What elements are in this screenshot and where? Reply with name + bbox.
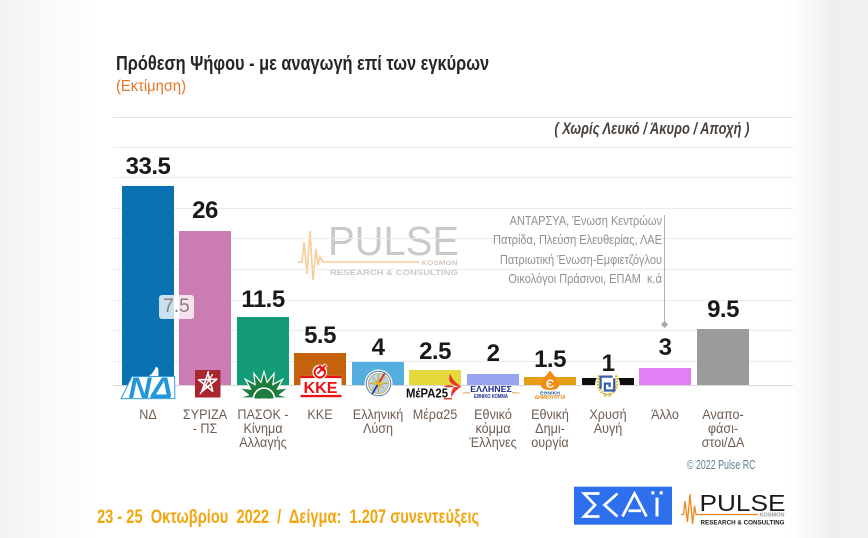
svg-text:ΔΗΜΙΟΥΡΓΙΑ: ΔΗΜΙΟΥΡΓΙΑ [535, 395, 566, 399]
svg-text:RESEARCH & CONSULTING: RESEARCH & CONSULTING [701, 520, 785, 527]
svg-text:ΜέΡΑ25: ΜέΡΑ25 [406, 386, 448, 401]
svg-text:PULSE: PULSE [700, 490, 786, 516]
svg-text:Є: Є [546, 379, 554, 391]
svg-text:ΕΘΝΙΚΟ ΚΟΜΜΑ: ΕΘΝΙΚΟ ΚΟΜΜΑ [474, 394, 508, 399]
svg-text:ΝΔ: ΝΔ [129, 372, 173, 401]
svg-text:KOSMON: KOSMON [422, 260, 458, 267]
svg-text:ΚΚΕ: ΚΚΕ [304, 380, 338, 397]
svg-text:KOSMON: KOSMON [760, 513, 785, 519]
svg-text:ΕΘΝΙΚΗ: ΕΘΝΙΚΗ [540, 391, 561, 397]
svg-text:PULSE: PULSE [328, 219, 459, 264]
svg-text:RESEARCH & CONSULTING: RESEARCH & CONSULTING [330, 268, 458, 277]
svg-text:ΕΛΛΗΝΕΣ: ΕΛΛΗΝΕΣ [470, 385, 512, 394]
